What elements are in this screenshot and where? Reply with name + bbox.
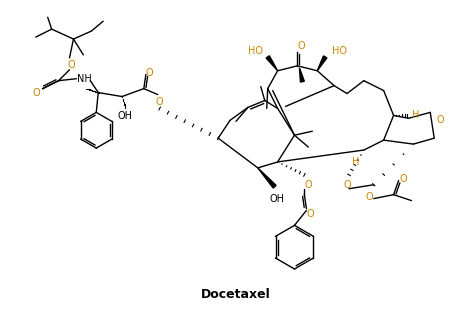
Text: HO: HO <box>332 46 347 56</box>
Text: O: O <box>305 180 312 190</box>
Polygon shape <box>258 168 276 188</box>
Text: O: O <box>146 68 154 78</box>
Text: O: O <box>33 88 41 98</box>
Text: OH: OH <box>269 194 284 204</box>
Text: O: O <box>343 180 351 190</box>
Text: O: O <box>298 41 305 51</box>
Text: OH: OH <box>117 111 132 121</box>
Text: O: O <box>400 174 407 184</box>
Text: O: O <box>68 60 75 70</box>
Text: HO: HO <box>248 46 263 56</box>
Text: H: H <box>412 110 419 120</box>
Text: NH: NH <box>77 74 92 84</box>
Text: O: O <box>156 97 164 108</box>
Text: O: O <box>437 115 444 125</box>
Text: Docetaxel: Docetaxel <box>201 288 271 301</box>
Polygon shape <box>266 56 278 71</box>
Polygon shape <box>317 56 327 71</box>
Polygon shape <box>299 68 304 82</box>
Text: H: H <box>352 157 359 167</box>
Text: O: O <box>307 210 314 220</box>
Text: O: O <box>366 192 374 202</box>
